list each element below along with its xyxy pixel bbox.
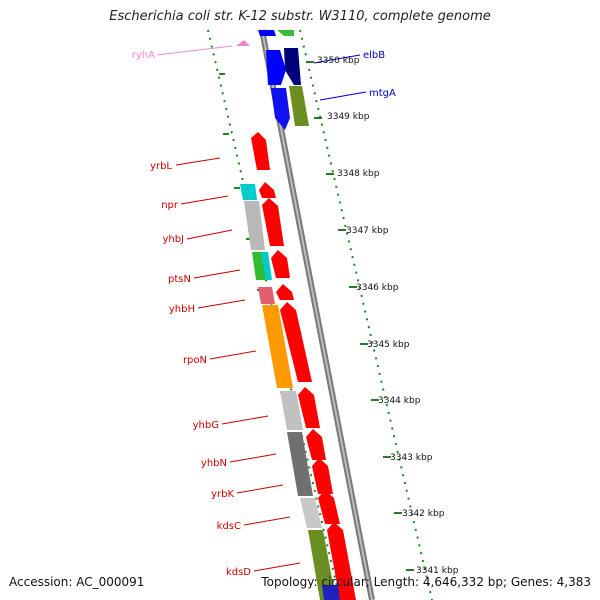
gene-box-yhbJ-gray <box>244 201 265 250</box>
gene-box-yhbN-red-1 <box>306 429 326 460</box>
gene-label-yhbG: yhbG <box>193 420 219 431</box>
scale-label-3344: 3344 kbp <box>378 396 421 406</box>
gene-box-yhbN-darkgray <box>287 432 313 496</box>
gene-box-top-green <box>277 30 294 36</box>
gene-box-bottom-blue <box>322 585 340 600</box>
gene-box-yhbG-gray <box>280 391 303 430</box>
scale-label-3348: 3348 kbp <box>337 169 380 179</box>
scale-label-3347: 3347 kbp <box>346 226 389 236</box>
gene-box-mtgA-olive <box>289 86 309 126</box>
gene-box-kdsD-olive <box>308 530 336 600</box>
gene-box-mtgA-blue <box>271 88 290 130</box>
scale-labels: 3350 kbp 3349 kbp 3348 kbp 3347 kbp 3346… <box>317 56 459 576</box>
dotted-track-outer <box>299 29 433 600</box>
label-leaders <box>156 45 367 572</box>
forward-strand-genes <box>240 132 356 600</box>
gene-label-yhbJ: yhbJ <box>162 234 184 245</box>
gene-box-rpoN-orange <box>262 305 293 388</box>
gene-box-npr-cyan <box>240 184 257 200</box>
accession-label: Accession: AC_000091 <box>9 575 145 589</box>
gene-box-kdsD-red <box>327 522 356 600</box>
gene-box-kdsC-red <box>318 490 340 524</box>
scale-label-3343: 3343 kbp <box>390 453 433 463</box>
gene-label-npr: npr <box>161 200 179 211</box>
topology-summary: Topology: circular; Length: 4,646,332 bp… <box>261 575 591 589</box>
gene-label-ryhA: ryhA <box>132 50 155 61</box>
dotted-track-inner <box>207 29 341 600</box>
gene-label-group: ryhA elbB mtgA yrbL npr yhbJ ptsN yhbH r… <box>132 50 396 578</box>
gene-label-yrbL: yrbL <box>150 161 172 172</box>
gene-label-yrbK: yrbK <box>211 489 234 500</box>
gene-box-yhbG-red <box>298 387 320 428</box>
gene-box-npr-red <box>259 182 276 198</box>
gene-label-kdsD: kdsD <box>226 567 251 578</box>
scale-label-3342: 3342 kbp <box>402 509 445 519</box>
gene-box-ptsN-red <box>271 250 290 278</box>
gene-label-yhbH: yhbH <box>169 304 195 315</box>
gene-label-rpoN: rpoN <box>183 355 207 366</box>
gene-box-yhbH-pink <box>258 287 275 304</box>
scale-ticks <box>306 61 414 571</box>
gene-box-yhbN-red-2 <box>312 458 333 494</box>
gene-label-ptsN: ptsN <box>168 274 191 285</box>
scale-label-3345: 3345 kbp <box>367 340 410 350</box>
gene-box-elbB <box>266 50 286 85</box>
gene-box-yrbL <box>251 132 270 170</box>
gene-box-ptsN-cyan <box>261 252 272 280</box>
gene-box-rpoN-red <box>280 302 312 382</box>
reverse-strand-genes <box>236 30 309 130</box>
gene-box-yhbJ-red <box>262 198 284 246</box>
gene-box-elbB-2 <box>284 48 301 85</box>
gene-box-ryhA <box>236 40 250 46</box>
gene-box-top-blue <box>258 30 276 36</box>
gene-label-elbB: elbB <box>363 50 385 61</box>
gene-label-yhbN: yhbN <box>201 458 227 469</box>
scale-label-3350: 3350 kbp <box>317 56 360 66</box>
scale-label-3341: 3341 kbp <box>416 566 459 576</box>
gene-label-kdsC: kdsC <box>217 521 241 532</box>
scale-label-3346: 3346 kbp <box>356 283 399 293</box>
gene-box-kdsC-gray <box>300 498 322 528</box>
scale-label-3349: 3349 kbp <box>327 112 370 122</box>
gene-label-mtgA: mtgA <box>369 88 396 99</box>
map-title: Escherichia coli str. K-12 substr. W3110… <box>109 9 491 24</box>
gene-box-yhbH-red <box>276 284 294 300</box>
